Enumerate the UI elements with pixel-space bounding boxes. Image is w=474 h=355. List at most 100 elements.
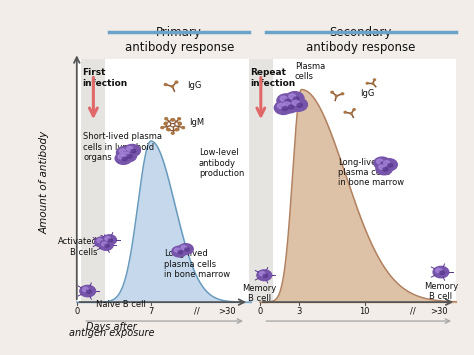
Circle shape — [165, 118, 168, 120]
Circle shape — [440, 271, 445, 274]
Bar — [77, 59, 456, 302]
Circle shape — [179, 123, 182, 125]
Text: Activated
B cells: Activated B cells — [58, 237, 98, 257]
Circle shape — [178, 118, 181, 120]
Circle shape — [120, 150, 137, 162]
Circle shape — [105, 236, 110, 240]
Circle shape — [82, 287, 89, 291]
Circle shape — [80, 285, 96, 297]
Text: Primary
antibody response: Primary antibody response — [125, 26, 234, 54]
Circle shape — [174, 248, 180, 252]
Circle shape — [286, 92, 304, 105]
Circle shape — [293, 97, 299, 101]
Circle shape — [288, 105, 294, 109]
Text: Repeat
infection: Repeat infection — [250, 68, 295, 88]
Circle shape — [172, 246, 187, 257]
Circle shape — [175, 129, 178, 131]
Circle shape — [131, 149, 136, 153]
Circle shape — [119, 149, 126, 153]
Text: 7: 7 — [148, 307, 154, 316]
Circle shape — [166, 128, 169, 130]
Circle shape — [109, 239, 113, 242]
Circle shape — [171, 132, 174, 134]
Circle shape — [172, 119, 174, 121]
Text: //: // — [194, 307, 200, 316]
Text: Memory
B cell: Memory B cell — [242, 284, 276, 303]
Circle shape — [164, 122, 167, 124]
Circle shape — [99, 240, 113, 250]
Circle shape — [366, 82, 368, 84]
Bar — [249, 59, 273, 302]
Circle shape — [283, 102, 291, 107]
Bar — [81, 59, 105, 302]
Text: antigen exposure: antigen exposure — [69, 328, 155, 338]
Text: Naive B cell: Naive B cell — [96, 300, 146, 308]
Circle shape — [176, 128, 179, 130]
Circle shape — [381, 162, 386, 165]
Circle shape — [282, 106, 288, 110]
Circle shape — [277, 94, 295, 107]
Text: //: // — [410, 307, 415, 316]
Circle shape — [178, 244, 193, 255]
Text: Days after: Days after — [86, 322, 137, 332]
Circle shape — [376, 163, 392, 175]
Circle shape — [171, 119, 173, 121]
Text: First
infection: First infection — [82, 68, 128, 88]
Circle shape — [277, 103, 284, 109]
Circle shape — [100, 241, 105, 244]
Circle shape — [383, 161, 390, 165]
Circle shape — [105, 244, 109, 247]
Text: 0: 0 — [257, 307, 263, 316]
Circle shape — [181, 245, 187, 250]
Circle shape — [374, 79, 375, 81]
Circle shape — [263, 274, 268, 277]
Circle shape — [257, 270, 272, 280]
Circle shape — [372, 83, 374, 84]
Circle shape — [336, 95, 337, 97]
Circle shape — [281, 100, 299, 113]
Circle shape — [123, 152, 129, 157]
Text: Short-lived plasma
cells in lymphoid
organs: Short-lived plasma cells in lymphoid org… — [83, 132, 162, 162]
Circle shape — [170, 124, 175, 127]
Text: IgG: IgG — [187, 81, 201, 90]
Circle shape — [381, 159, 397, 171]
Text: Secondary
antibody response: Secondary antibody response — [306, 26, 415, 54]
Text: IgM: IgM — [189, 118, 204, 127]
Circle shape — [353, 109, 355, 110]
Text: Amount of antibody: Amount of antibody — [39, 130, 49, 234]
Circle shape — [259, 272, 265, 276]
Circle shape — [122, 157, 127, 161]
Text: Memory
B cell: Memory B cell — [424, 282, 458, 301]
Text: Low-level
antibody
production: Low-level antibody production — [199, 148, 244, 178]
Text: Plasma
cells: Plasma cells — [295, 62, 325, 81]
Circle shape — [436, 268, 442, 273]
Circle shape — [297, 103, 302, 107]
Circle shape — [182, 127, 184, 129]
Circle shape — [87, 290, 91, 293]
Circle shape — [127, 147, 133, 151]
Circle shape — [97, 239, 102, 242]
Circle shape — [376, 159, 383, 164]
Circle shape — [388, 163, 393, 167]
Text: 3: 3 — [297, 307, 302, 316]
Circle shape — [124, 144, 140, 157]
Circle shape — [344, 111, 346, 113]
Circle shape — [374, 157, 390, 169]
Circle shape — [161, 127, 164, 129]
Circle shape — [95, 237, 109, 247]
Circle shape — [350, 113, 352, 114]
Circle shape — [171, 86, 173, 87]
Text: IgG: IgG — [360, 89, 374, 98]
Text: Long-lived
plasma cells
in bone marrow: Long-lived plasma cells in bone marrow — [338, 158, 405, 187]
Circle shape — [101, 242, 107, 246]
Text: >30: >30 — [219, 307, 236, 316]
Circle shape — [379, 165, 385, 169]
Circle shape — [285, 99, 290, 103]
Circle shape — [175, 81, 178, 83]
Circle shape — [167, 129, 170, 131]
Circle shape — [124, 152, 128, 155]
Circle shape — [127, 155, 132, 158]
Circle shape — [164, 83, 167, 86]
Circle shape — [117, 147, 133, 159]
Circle shape — [289, 94, 296, 99]
